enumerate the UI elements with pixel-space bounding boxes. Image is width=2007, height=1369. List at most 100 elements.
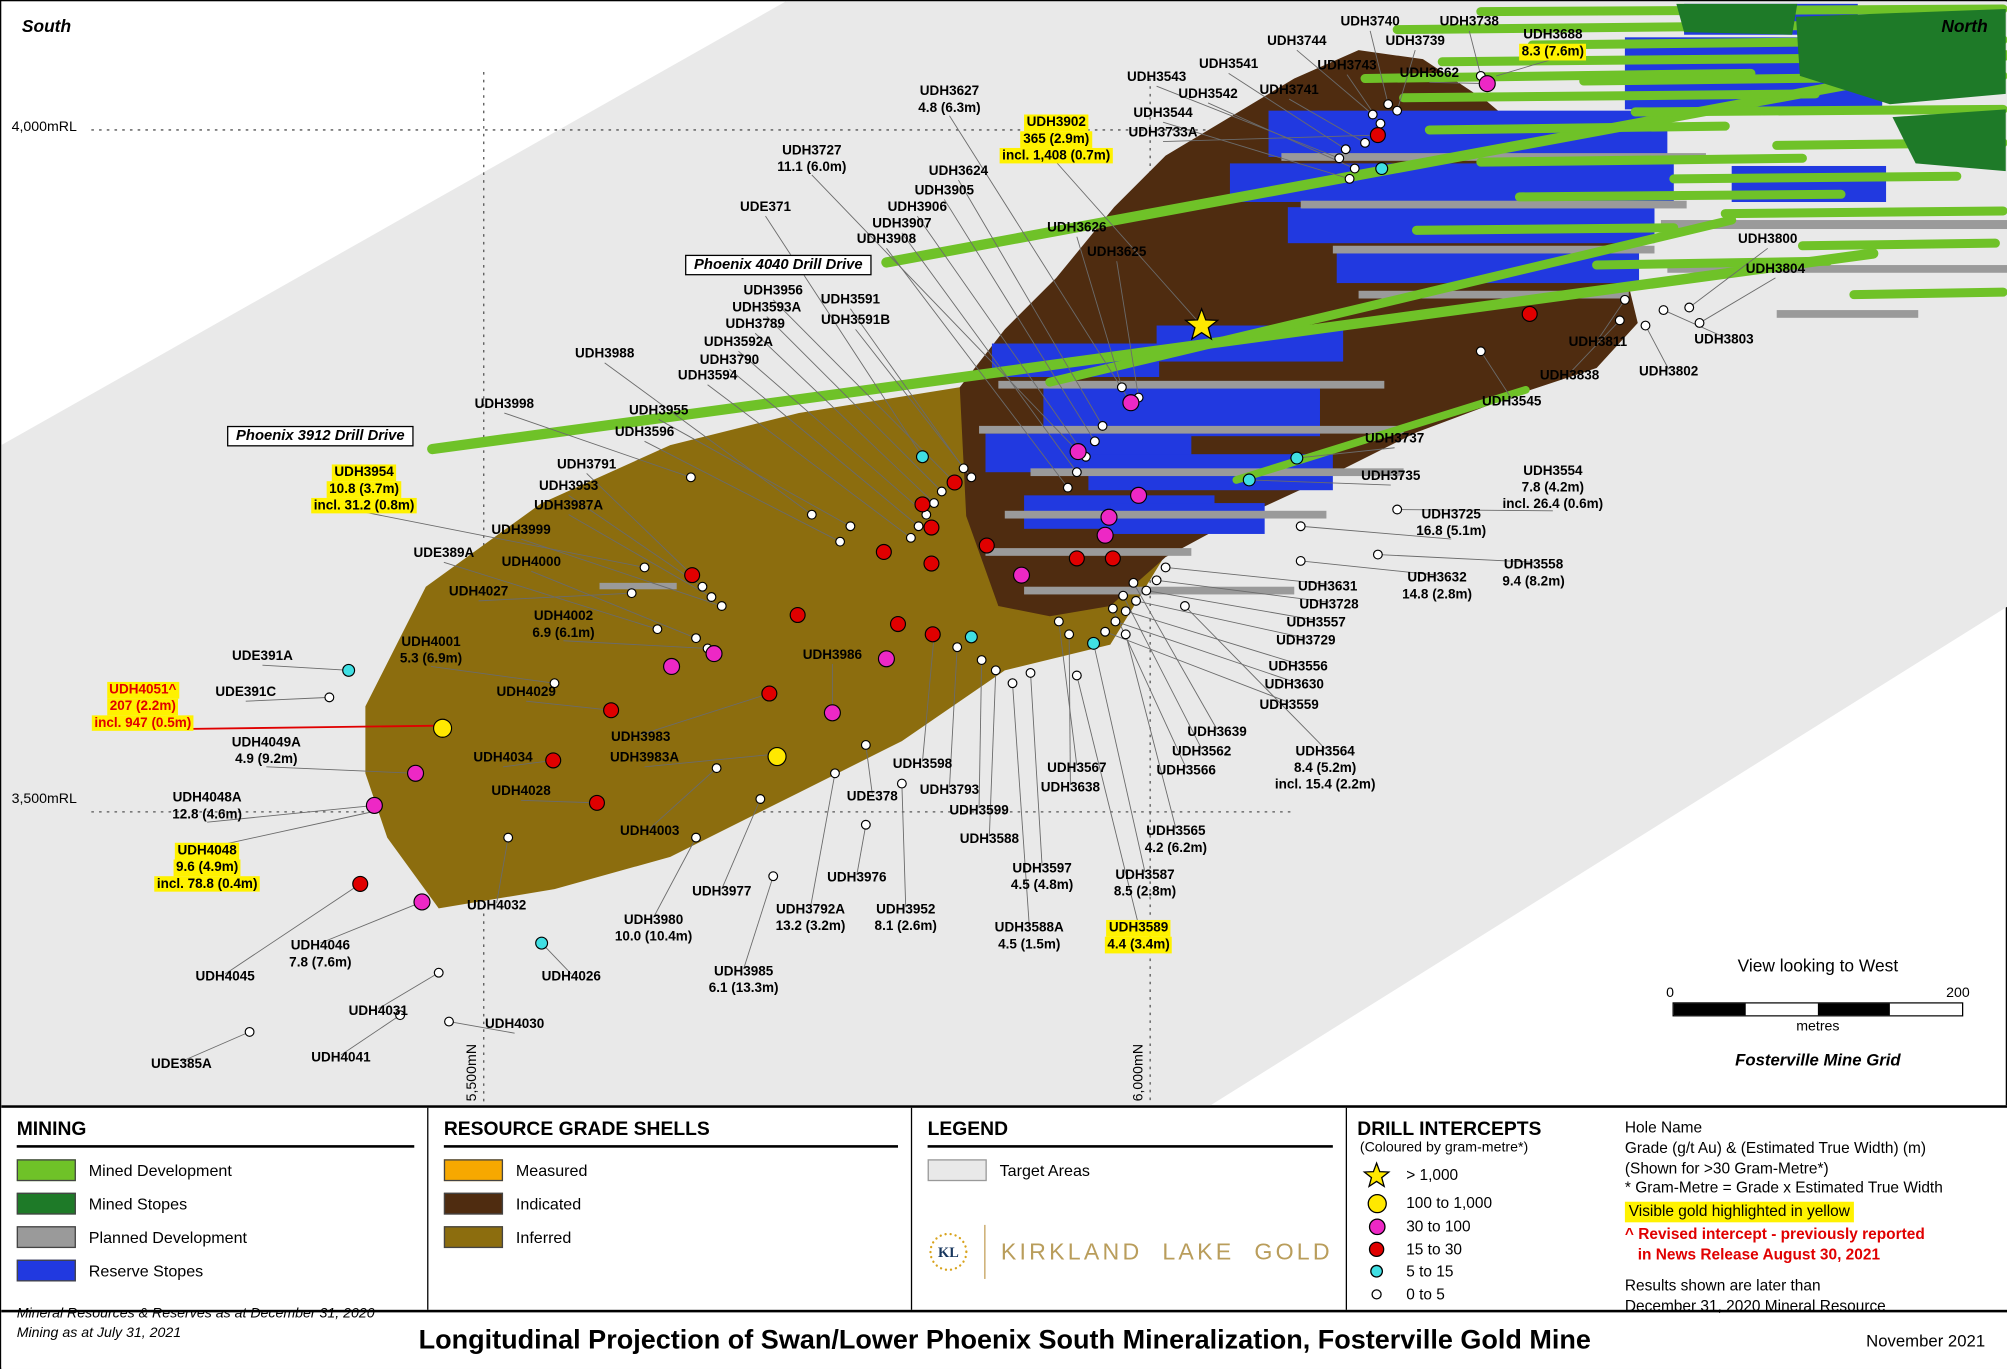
drill-intercept-dot: [946, 474, 963, 491]
drill-intercept-dot: [406, 764, 425, 782]
note-grade-line: Grade (g/t Au) & (Estimated True Width) …: [1624, 1138, 1927, 1157]
drill-intercept-dot: [691, 832, 701, 843]
drill-intercept-dot: [877, 650, 895, 668]
leader-line: [707, 384, 912, 539]
note-results-1: Results shown are later than: [1624, 1276, 1821, 1295]
drill-intercept-dot: [1120, 629, 1131, 640]
drill-intercept-dot: [936, 486, 947, 497]
drill-intercept-dot: [915, 450, 929, 464]
leader-line: [1429, 81, 1488, 85]
leader-line: [496, 837, 509, 904]
drill-intercept-dot: [905, 532, 916, 543]
legend-item-mined-stopes: Mined Stopes: [16, 1192, 415, 1215]
drill-intercept-dot: [1475, 346, 1486, 357]
drill-intercept-dot: [1392, 504, 1403, 515]
leader-line: [1058, 621, 1078, 766]
drill-intercept-dot: [914, 496, 931, 513]
leader-line: [1163, 134, 1378, 142]
drill-intercept-dot: [1100, 626, 1111, 637]
leader-line: [1115, 621, 1295, 683]
legend-item-label: Measured: [515, 1161, 588, 1180]
drill-intercept-dot: [1349, 163, 1360, 174]
drill-intercept-dot: [929, 498, 939, 509]
drill-intercept-dot: [1640, 320, 1651, 331]
drill-intercept-dot: [432, 718, 453, 738]
leader-line: [1055, 161, 1202, 326]
drill-intercept-dot: [875, 543, 892, 561]
leader-line: [181, 1031, 250, 1062]
indicated-swatch: [443, 1192, 504, 1215]
leader-line: [207, 804, 375, 823]
target-areas-legend-section: LEGEND Target Areas KL KIRKLAND LAKE GOL…: [912, 1107, 1348, 1310]
leader-line: [531, 570, 697, 639]
drill-intercept-dot: [1369, 127, 1386, 144]
leader-line: [1396, 50, 1416, 111]
leader-line: [1146, 590, 1317, 621]
drill-intercept-dot: [1071, 467, 1082, 478]
drill-intercept-dot: [1295, 556, 1306, 566]
drill-intercept-dot: [1334, 153, 1345, 164]
leader-line: [1496, 58, 1553, 77]
drill-intercept-dot: [652, 624, 663, 635]
drill-intercept-dot: [535, 936, 549, 950]
drill-intercept-dot: [806, 509, 817, 520]
drill-intercept-dot: [1116, 382, 1127, 393]
leader-line: [658, 419, 851, 527]
magenta-dot-icon: [1368, 1217, 1385, 1235]
scalebar: [1672, 1002, 1964, 1017]
drill-intercept-dot: [1087, 636, 1101, 650]
drill-intercept-dot: [1110, 616, 1121, 627]
leader-line: [364, 511, 645, 568]
legend-item-planned-development: Planned Development: [16, 1226, 415, 1249]
drill-intercept-dot: [976, 655, 987, 666]
grade-shells-legend-section: RESOURCE GRADE SHELLS Measured Indicated…: [428, 1107, 913, 1310]
mine-grid-label: Fosterville Mine Grid: [1735, 1049, 1901, 1070]
drill-intercept-dot: [716, 601, 727, 611]
drill-intercept-dot: [691, 633, 701, 644]
drill-intercept-dot: [1290, 451, 1304, 465]
drill-intercept-dot: [1340, 144, 1351, 155]
drill-intercept-dot: [1392, 105, 1403, 116]
leader-line: [1688, 247, 1768, 308]
drill-intercepts-subtitle: (Coloured by gram-metre*): [1359, 1139, 1529, 1156]
legend-item-label: Planned Development: [88, 1228, 248, 1247]
red-dot-icon: [1368, 1240, 1385, 1257]
intercept-range-label: 30 to 100: [1406, 1217, 1471, 1236]
leader-line: [1369, 30, 1389, 105]
leader-line: [856, 824, 867, 876]
leader-line: [266, 766, 416, 774]
leader-line: [729, 368, 919, 527]
page-title: Longitudinal Projection of Swan/Lower Ph…: [418, 1325, 1591, 1355]
drill-intercept-dot: [845, 521, 856, 532]
leader-line: [1468, 30, 1482, 77]
leader-line: [949, 647, 958, 788]
drill-intercept-dot: [1367, 109, 1378, 120]
drill-intercept-dot: [923, 555, 940, 572]
intercept-row-15-30: 15 to 30: [1357, 1240, 1599, 1258]
leader-line: [644, 753, 778, 768]
drill-intercepts-header: DRILL INTERCEPTS: [1357, 1118, 1542, 1140]
intercept-range-label: 100 to 1,000: [1406, 1194, 1493, 1213]
longitudinal-projection-map: UDH3740 UDH3738 UDH3744 UDH3739 UDH3688 8.3 (…: [1, 1, 2007, 1106]
leader-line: [949, 115, 1132, 403]
title-bar: Longitudinal Projection of Swan/Lower Ph…: [1, 1309, 2007, 1369]
legend-item-label: Reserve Stopes: [88, 1261, 204, 1280]
drill-intercept-dot: [1160, 562, 1171, 573]
leader-line: [1397, 509, 1553, 512]
north-label: North: [1941, 16, 1988, 37]
leader-line: [886, 248, 1069, 488]
drill-intercept-dot: [789, 606, 806, 624]
note-gram-metre: * Gram-Metre = Grade x Estimated True Wi…: [1624, 1179, 1943, 1198]
leader-line: [1104, 631, 1290, 703]
note-revised-1: ^ Revised intercept - previously reporte…: [1624, 1225, 1925, 1244]
leader-line: [958, 179, 1103, 427]
leader-line: [653, 837, 697, 918]
drill-intercept-dot: [603, 702, 620, 719]
drill-intercept-dot: [705, 645, 723, 663]
drill-intercept-dot: [365, 796, 383, 814]
drill-intercept-dot: [835, 536, 846, 547]
drill-intercept-dot: [444, 1016, 454, 1027]
planned-development-shapes: [599, 153, 2007, 595]
drill-intercept-dot: [1151, 575, 1162, 586]
legend-panel: MINING Mined Development Mined Stopes Pl…: [1, 1105, 2007, 1369]
